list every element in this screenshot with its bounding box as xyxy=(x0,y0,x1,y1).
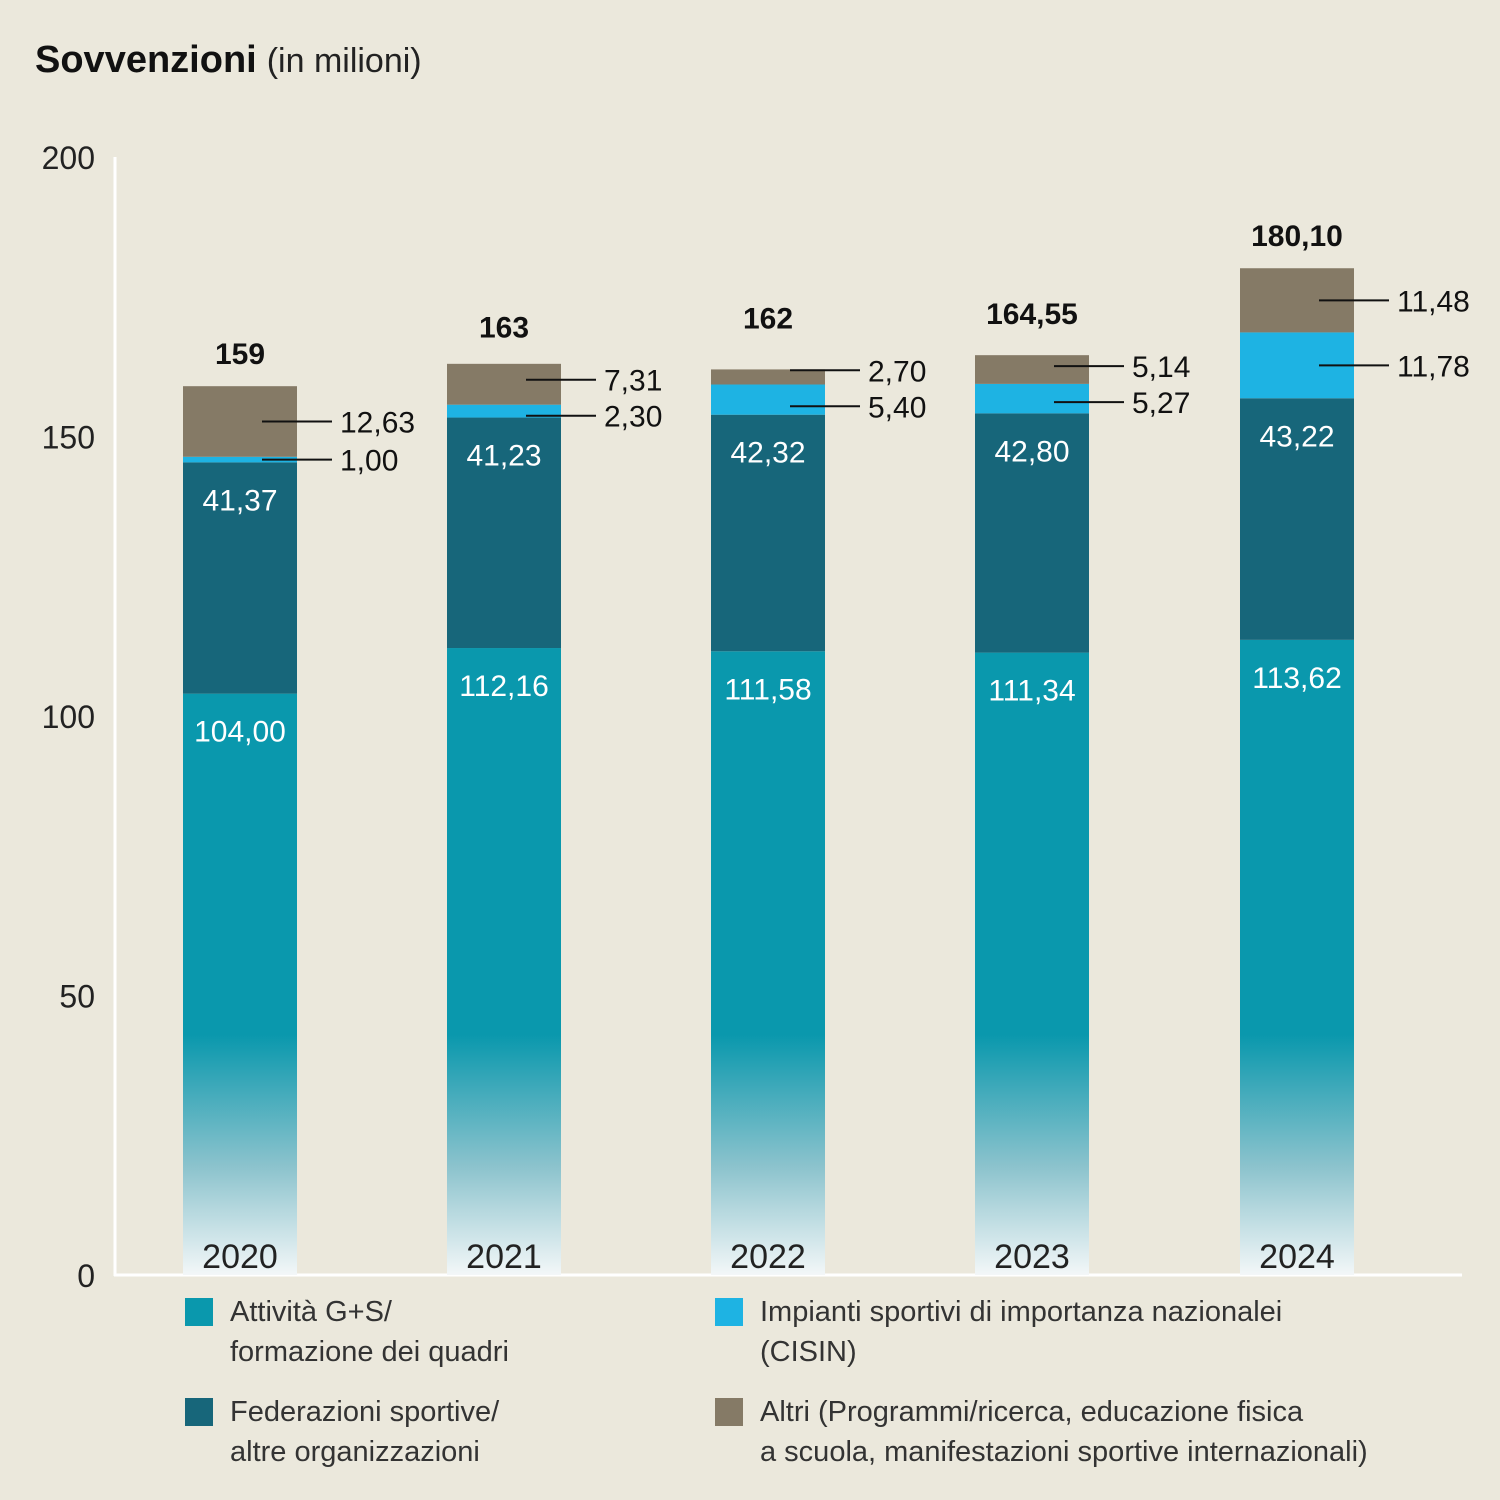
x-tick-label: 2022 xyxy=(730,1238,806,1276)
bar-segment xyxy=(447,404,561,418)
segment-label: 11,48 xyxy=(1397,285,1470,318)
bars: 104,00 41,37 1,00 12,63 159 2020 112,16 41,23 2,… xyxy=(183,220,1470,1276)
legend-label: Altri (Programmi/ricerca, educazione fis… xyxy=(760,1392,1368,1472)
bar-segment xyxy=(711,384,825,415)
segment-label: 12,63 xyxy=(340,406,415,439)
bar-segment xyxy=(711,414,825,652)
legend-label-line: Federazioni sportive/ xyxy=(230,1396,500,1428)
subtitle-text: (in milioni) xyxy=(267,42,422,80)
bar-segment xyxy=(975,652,1089,1275)
bar-segment xyxy=(447,417,561,649)
segment-label: 2,30 xyxy=(604,401,662,434)
segment-label: 42,80 xyxy=(994,435,1069,468)
y-tick-label: 150 xyxy=(42,420,95,456)
bar-segment xyxy=(1240,398,1354,640)
legend-swatch xyxy=(715,1298,743,1326)
legend-label: Federazioni sportive/altre organizzazion… xyxy=(230,1392,499,1472)
x-tick-label: 2021 xyxy=(466,1238,542,1276)
segment-label: 41,37 xyxy=(202,484,277,517)
legend-swatch xyxy=(185,1398,213,1426)
bar-segment xyxy=(183,462,297,694)
legend-label-line: formazione dei quadri xyxy=(230,1336,509,1368)
bar-segment xyxy=(975,355,1089,384)
total-label: 180,10 xyxy=(1251,220,1343,253)
total-label: 159 xyxy=(215,338,265,371)
segment-label: 111,58 xyxy=(724,673,811,706)
legend-label-line: (CISIN) xyxy=(760,1336,857,1368)
segment-label: 7,31 xyxy=(604,365,662,398)
segment-label: 41,23 xyxy=(466,440,541,473)
total-label: 163 xyxy=(479,312,529,345)
legend-label-line: Impianti sportivi di importanza nazional… xyxy=(760,1296,1283,1328)
segment-label: 2,70 xyxy=(868,355,926,388)
bar-segment xyxy=(975,383,1089,414)
segment-label: 104,00 xyxy=(194,716,286,749)
segment-label: 111,34 xyxy=(988,675,1075,708)
legend-label: Attività G+S/formazione dei quadri xyxy=(230,1292,509,1372)
legend-swatch xyxy=(715,1398,743,1426)
legend-label-line: Altri (Programmi/ricerca, educazione fis… xyxy=(760,1396,1304,1428)
bar-segment xyxy=(447,363,561,405)
total-label: 162 xyxy=(743,302,793,335)
legend-label-line: Attività G+S/ xyxy=(230,1296,392,1328)
bar-segment xyxy=(183,456,297,463)
legend-swatch xyxy=(185,1298,213,1326)
y-tick-label: 100 xyxy=(42,699,95,735)
total-label: 164,55 xyxy=(986,298,1078,331)
legend-label-line: a scuola, manifestazioni sportive intern… xyxy=(760,1436,1368,1468)
segment-label: 11,78 xyxy=(1397,350,1470,383)
y-tick-label: 0 xyxy=(77,1258,95,1294)
bar-segment xyxy=(447,648,561,1275)
bar-segment xyxy=(183,693,297,1275)
bar-segment xyxy=(711,369,825,385)
y-tick-label: 50 xyxy=(59,979,95,1015)
segment-label: 5,40 xyxy=(868,391,926,424)
title-text: Sovvenzioni xyxy=(35,39,257,81)
segment-label: 43,22 xyxy=(1259,420,1334,453)
bar-segment xyxy=(1240,639,1354,1275)
legend-label: Impianti sportivi di importanza nazional… xyxy=(760,1292,1282,1372)
segment-label: 1,00 xyxy=(340,445,398,478)
bar-segment xyxy=(711,651,825,1275)
y-tick-label: 200 xyxy=(42,140,95,176)
x-tick-label: 2024 xyxy=(1259,1238,1335,1276)
x-tick-label: 2020 xyxy=(202,1238,278,1276)
chart-title: Sovvenzioni (in milioni) xyxy=(35,39,422,81)
segment-label: 5,14 xyxy=(1132,351,1190,384)
x-tick-label: 2023 xyxy=(994,1238,1070,1276)
axes: 0 50 100 150 200 xyxy=(42,140,1462,1294)
legend-label-line: altre organizzazioni xyxy=(230,1436,480,1468)
bar-segment xyxy=(975,413,1089,653)
segment-label: 5,27 xyxy=(1132,387,1190,420)
segment-label: 113,62 xyxy=(1252,662,1342,695)
segment-label: 42,32 xyxy=(730,437,805,470)
segment-label: 112,16 xyxy=(459,670,549,703)
